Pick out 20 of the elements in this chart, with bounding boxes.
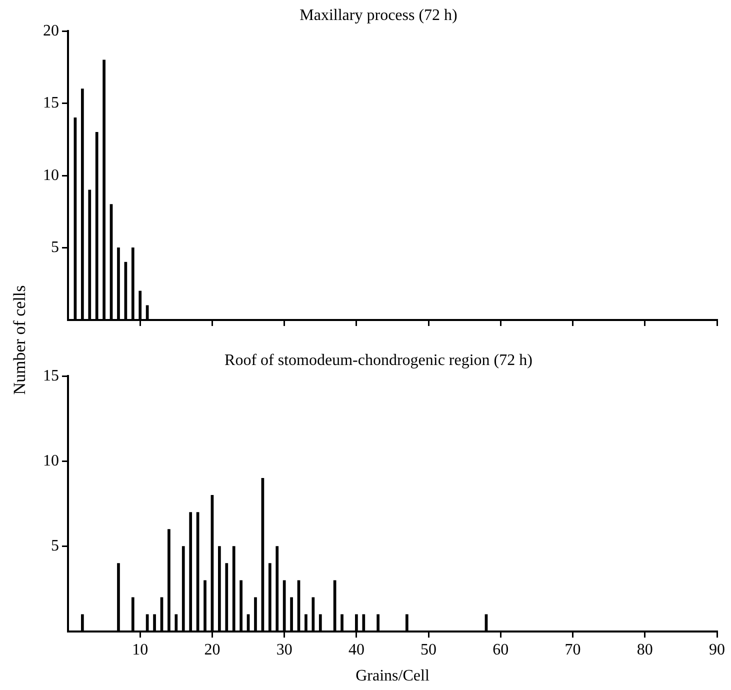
x-tick-label: 50 [420, 641, 437, 658]
y-tick-label: 5 [51, 239, 59, 256]
y-tick-label: 10 [43, 166, 59, 184]
y-tick-label: 5 [51, 538, 59, 555]
y-tick-label: 15 [43, 367, 59, 384]
x-tick-label: 40 [348, 641, 364, 658]
x-axis-title: Grains/Cell [356, 668, 430, 685]
y-tick-label: 10 [43, 452, 59, 470]
chart-title: Maxillary process (72 h) [300, 6, 458, 24]
chart-title: Roof of stomodeum-chondrogenic region (72 h) [224, 352, 532, 369]
x-tick-label: 80 [636, 641, 653, 658]
x-tick-label: 30 [276, 641, 292, 658]
y-tick-label: 15 [43, 94, 59, 112]
y-axis-title: Number of cells [10, 284, 30, 397]
y-tick-label: 20 [43, 22, 59, 40]
x-tick-label: 70 [564, 641, 581, 658]
x-tick-label: 20 [204, 641, 220, 658]
x-tick-label: 10 [132, 641, 148, 658]
x-tick-label: 90 [709, 641, 725, 658]
x-tick-label: 60 [492, 641, 509, 658]
